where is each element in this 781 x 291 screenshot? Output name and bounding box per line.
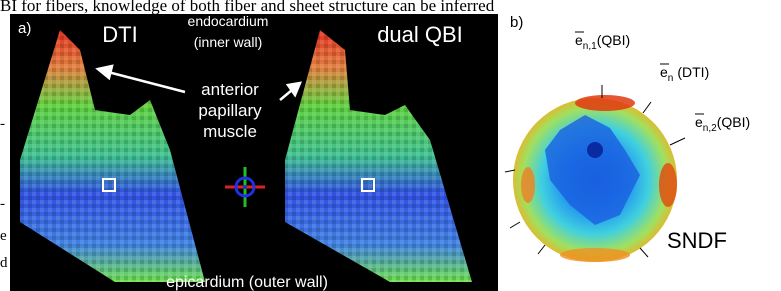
map-title: DTI xyxy=(102,22,137,47)
sndf-sphere xyxy=(505,85,685,262)
panel-label: b) xyxy=(510,14,523,31)
annotation: epicardium (outer wall) xyxy=(166,274,328,291)
vector-label: en,1(QBI) xyxy=(575,32,630,52)
annotation: anterior xyxy=(201,80,259,99)
annotation: (inner wall) xyxy=(194,34,262,50)
map-title: dual QBI xyxy=(377,22,463,47)
body-fragment: - xyxy=(0,196,5,212)
sndf-label: SNDF xyxy=(667,228,727,253)
body-fragment: e xyxy=(0,228,7,244)
annotation: muscle xyxy=(203,122,257,141)
annotation: endocardium xyxy=(188,13,269,29)
body-fragment: - xyxy=(0,116,5,132)
body-fragment: d xyxy=(0,255,8,271)
annotation: papillary xyxy=(198,101,262,120)
vector-label: en(DTI) xyxy=(660,64,709,84)
vector-label: en,2(QBI) xyxy=(695,114,750,134)
figure: BI for fibers, knowledge of both fiber a… xyxy=(0,0,781,291)
panel-label: a) xyxy=(18,20,31,37)
